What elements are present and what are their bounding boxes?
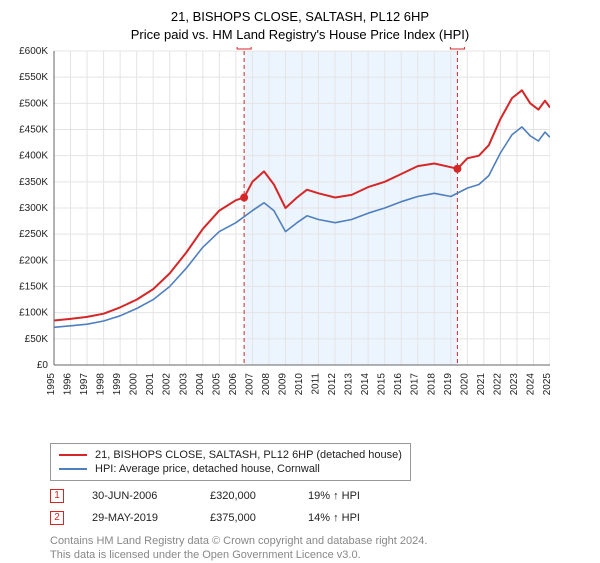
x-tick-label: 2021 <box>476 373 487 396</box>
x-tick-label: 2025 <box>542 373 550 396</box>
legend: 21, BISHOPS CLOSE, SALTASH, PL12 6HP (de… <box>50 443 411 481</box>
price-chart: £0 £50K £100K £150K £200K £250K £300K £350K £400… <box>10 47 550 433</box>
x-tick-label: 1997 <box>79 373 90 396</box>
x-tick-label: 2014 <box>360 373 371 396</box>
x-tick-label: 2011 <box>311 373 322 395</box>
legend-label: 21, BISHOPS CLOSE, SALTASH, PL12 6HP (de… <box>95 449 402 461</box>
x-tick-label: 2024 <box>525 373 536 396</box>
data-attribution: Contains HM Land Registry data © Crown c… <box>10 535 590 563</box>
x-tick-label: 2020 <box>459 373 470 396</box>
x-tick-label: 2008 <box>261 373 272 396</box>
y-tick-label: £450K <box>19 125 48 136</box>
x-tick-label: 1995 <box>46 373 57 396</box>
sale-date: 30-JUN-2006 <box>92 490 182 502</box>
sale-hpi-delta: 19% ↑ HPI <box>308 490 398 502</box>
sale-marker-number: 1 <box>241 47 247 49</box>
legend-item: HPI: Average price, detached house, Corn… <box>59 462 402 476</box>
x-tick-label: 2019 <box>443 373 454 396</box>
sale-date: 29-MAY-2019 <box>92 512 182 524</box>
x-tick-label: 2023 <box>509 373 520 396</box>
x-tick-label: 2006 <box>228 373 239 396</box>
sale-price: £320,000 <box>210 490 280 502</box>
sale-row-marker: 2 <box>50 511 64 525</box>
x-tick-label: 1996 <box>63 373 74 396</box>
x-tick-label: 2004 <box>195 373 206 396</box>
x-tick-label: 1998 <box>96 373 107 396</box>
legend-swatch <box>59 468 87 470</box>
y-tick-label: £200K <box>19 255 48 266</box>
x-tick-label: 2012 <box>327 373 338 396</box>
x-tick-label: 2013 <box>344 373 355 396</box>
x-tick-label: 2010 <box>294 373 305 396</box>
y-tick-label: £100K <box>19 308 48 319</box>
x-tick-label: 2015 <box>377 373 388 396</box>
x-tick-label: 2009 <box>277 373 288 396</box>
y-tick-label: £150K <box>19 282 48 293</box>
y-tick-label: £500K <box>19 98 48 109</box>
sale-row-marker: 1 <box>50 489 64 503</box>
x-tick-label: 2017 <box>410 373 421 396</box>
chart-card: 21, BISHOPS CLOSE, SALTASH, PL12 6HP Pri… <box>0 0 600 560</box>
sale-marker-number: 2 <box>455 47 461 49</box>
sale-row: 1 30-JUN-2006 £320,000 19% ↑ HPI <box>50 485 590 507</box>
caption-line-1: Contains HM Land Registry data © Crown c… <box>50 535 590 549</box>
y-tick-label: £250K <box>19 229 48 240</box>
x-tick-label: 2007 <box>244 373 255 396</box>
x-tick-label: 2022 <box>492 373 503 396</box>
x-tick-label: 2016 <box>393 373 404 396</box>
x-tick-label: 2005 <box>211 373 222 396</box>
x-tick-label: 2003 <box>178 373 189 396</box>
y-tick-label: £400K <box>19 151 48 162</box>
y-tick-label: £550K <box>19 72 48 83</box>
y-tick-label: £600K <box>19 47 48 57</box>
chart-area: £0 £50K £100K £150K £200K £250K £300K £350K £400… <box>10 47 590 437</box>
y-tick-label: £300K <box>19 203 48 214</box>
caption-line-2: This data is licensed under the Open Gov… <box>50 549 590 563</box>
legend-label: HPI: Average price, detached house, Corn… <box>95 463 320 475</box>
x-tick-label: 2001 <box>145 373 156 396</box>
title-line-1: 21, BISHOPS CLOSE, SALTASH, PL12 6HP <box>10 8 590 26</box>
y-tick-label: £0 <box>37 360 49 371</box>
x-tick-label: 2000 <box>129 373 140 396</box>
x-tick-label: 2018 <box>426 373 437 396</box>
legend-item: 21, BISHOPS CLOSE, SALTASH, PL12 6HP (de… <box>59 448 402 462</box>
sale-price: £375,000 <box>210 512 280 524</box>
legend-swatch <box>59 454 87 456</box>
y-tick-label: £50K <box>25 334 49 345</box>
title-line-2: Price paid vs. HM Land Registry's House … <box>10 26 590 44</box>
y-tick-label: £350K <box>19 177 48 188</box>
x-tick-label: 1999 <box>112 373 123 396</box>
chart-title: 21, BISHOPS CLOSE, SALTASH, PL12 6HP Pri… <box>10 8 590 43</box>
sale-row: 2 29-MAY-2019 £375,000 14% ↑ HPI <box>50 507 590 529</box>
sale-events: 1 30-JUN-2006 £320,000 19% ↑ HPI 2 29-MAY-201… <box>10 485 590 529</box>
x-tick-label: 2002 <box>162 373 173 396</box>
sale-hpi-delta: 14% ↑ HPI <box>308 512 398 524</box>
